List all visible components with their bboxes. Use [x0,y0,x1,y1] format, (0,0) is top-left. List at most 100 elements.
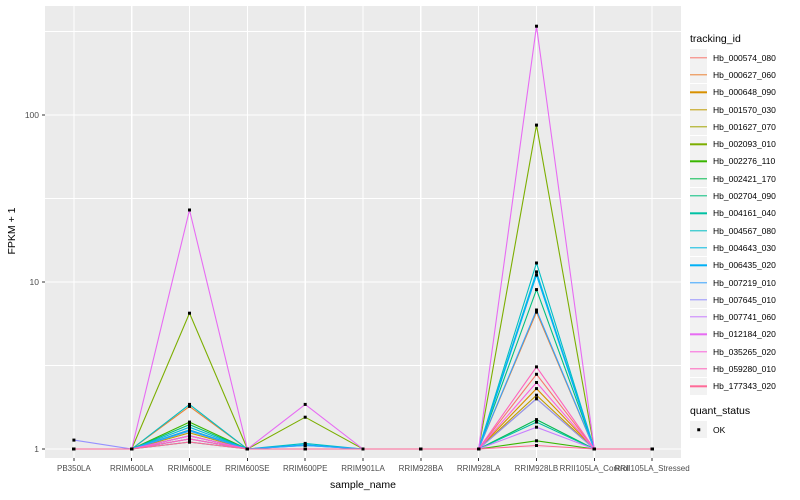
legend-item-Hb_000627_060: Hb_000627_060 [690,66,798,84]
data-point [535,420,538,424]
legend-item-Hb_001570_030: Hb_001570_030 [690,101,798,119]
legend-key-swatch [690,135,707,153]
data-point [419,447,423,451]
legend-item-Hb_059280_010: Hb_059280_010 [690,360,798,378]
legend-item-label: Hb_004161_040 [713,208,776,219]
data-point [535,365,538,369]
legend-title-quant-status: quant_status [690,404,751,417]
legend-item-label: Hb_007645_010 [713,294,776,305]
data-point [535,439,538,443]
x-tick-label: RRIM600SE [225,464,269,473]
data-point [535,123,538,127]
data-point [188,311,191,315]
legend-line-sample [690,108,707,111]
x-tick-label: RRII105LA_Control [560,464,630,473]
legend-item-label: Hb_004567_080 [713,225,776,236]
legend-key-swatch [690,152,707,170]
data-point [188,440,191,444]
legend-key-swatch [690,101,707,119]
legend-key-swatch [690,291,707,309]
legend-line-sample [690,333,707,336]
data-point [535,310,538,314]
legend-key-swatch [690,204,707,222]
data-point [188,423,191,427]
legend: tracking_id Hb_000574_080 Hb_000627_060 Hb… [690,0,798,439]
legend-item-Hb_007645_010: Hb_007645_010 [690,291,798,309]
legend-key-swatch [690,49,707,67]
data-point [535,270,538,274]
legend-item-Hb_002704_090: Hb_002704_090 [690,187,798,205]
legend-key-swatch [690,325,707,343]
legend-item-label: Hb_004643_030 [713,242,776,253]
data-point [535,288,538,292]
legend-item-Hb_177343_020: Hb_177343_020 [690,377,798,395]
legend-item-Hb_012184_020: Hb_012184_020 [690,325,798,343]
legend-item-Hb_035265_020: Hb_035265_020 [690,343,798,361]
data-point [535,387,538,391]
y-axis-title: FPKM + 1 [6,207,18,255]
legend-item-label: Hb_000574_080 [713,52,776,63]
data-point [188,208,191,212]
legend-quant-items: OK [690,421,798,439]
data-point [535,444,538,447]
data-point [535,24,538,28]
legend-item-label: Hb_001627_070 [713,121,776,132]
x-tick-label: RRIM600PE [283,464,327,473]
legend-line-sample [690,195,707,197]
legend-item-Hb_001627_070: Hb_001627_070 [690,118,798,136]
legend-item-label: Hb_007741_060 [713,312,776,323]
legend-item-label: Hb_002093_010 [713,139,776,150]
legend-item-Hb_002093_010: Hb_002093_010 [690,135,798,153]
x-tick-label: RRIM600LE [168,464,212,473]
data-point [592,447,596,451]
x-axis-title: sample_name [330,479,396,491]
data-point [188,420,191,424]
legend-line-sample [690,178,707,180]
data-point [361,447,365,451]
data-point [188,425,191,429]
x-tick-label: RRIM901LA [341,464,385,473]
data-point [535,308,538,312]
x-tick-labels: PB350LA RRIM600LA RRIM600LE RRIM600SE RRIM60… [57,464,690,473]
legend-line-sample [690,264,707,266]
x-tick-label: RRIM928BA [399,464,444,473]
legend-key-swatch [690,421,707,439]
legend-item-label: Hb_001570_030 [713,104,776,115]
data-point [535,381,538,384]
legend-key-swatch [690,222,707,240]
data-point [303,402,307,406]
data-point [535,393,538,397]
data-point [650,447,654,451]
x-tick-label: RRIM600LA [110,464,154,473]
legend-key-swatch [690,377,707,395]
legend-item-Hb_007741_060: Hb_007741_060 [690,308,798,326]
black-square-point-icon [696,427,701,432]
y-tick-labels: 1 10 100 [25,110,39,454]
data-point [72,447,76,451]
legend-item-Hb_002421_170: Hb_002421_170 [690,170,798,188]
data-point [303,415,307,419]
legend-title-tracking-id: tracking_id [690,33,741,45]
x-tick-label: RRII105LA_Stressed [615,464,690,473]
legend-key-swatch [690,170,707,188]
legend-line-sample [690,91,707,93]
legend-line-sample [690,143,707,145]
legend-key-swatch [690,256,707,274]
legend-item-Hb_002276_110: Hb_002276_110 [690,152,798,170]
legend-key-swatch [690,274,707,291]
legend-item-label: Hb_002276_110 [713,156,776,167]
data-point [477,447,481,451]
legend-line-sample [690,229,707,232]
x-tick-label: RRIM928LB [515,464,559,473]
x-tick-label: PB350LA [57,464,91,473]
legend-line-sample [690,247,707,249]
legend-item-Hb_007219_010: Hb_007219_010 [690,274,798,291]
legend-item-label: Hb_000648_090 [713,87,776,98]
legend-item-Hb_004643_030: Hb_004643_030 [690,239,798,257]
legend-line-sample [690,299,707,301]
legend-item-Hb_004161_040: Hb_004161_040 [690,204,798,222]
data-point [535,273,538,277]
data-point [188,437,191,441]
legend-item-label: Hb_007219_010 [713,277,776,288]
